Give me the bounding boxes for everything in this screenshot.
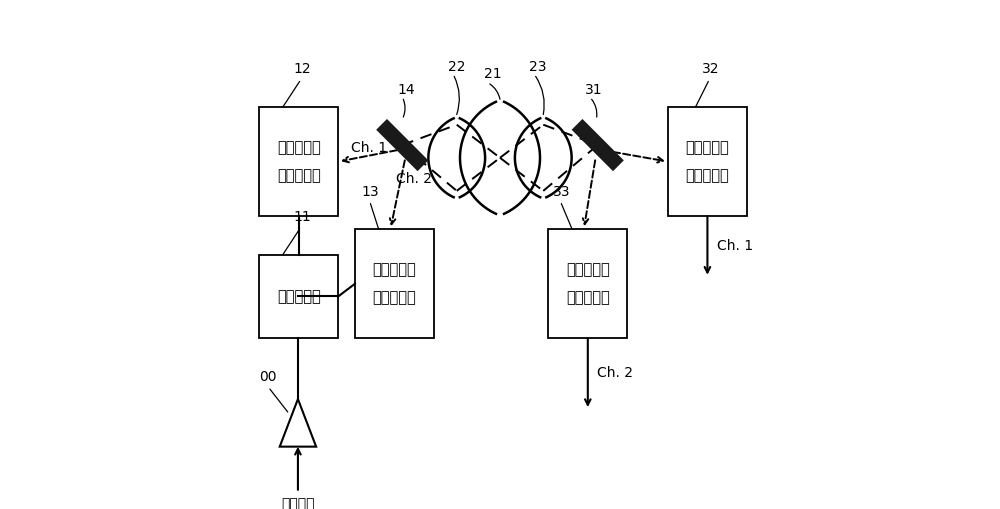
Text: 33: 33: [553, 184, 570, 199]
Bar: [548, 229, 627, 338]
Text: 13: 13: [362, 184, 379, 199]
Bar: [668, 107, 747, 216]
Text: 光纤分束器: 光纤分束器: [277, 289, 321, 304]
Text: 21: 21: [484, 67, 501, 81]
Text: 32: 32: [702, 62, 720, 76]
Text: 波生成单元: 波生成单元: [277, 168, 321, 183]
Text: 第二太赫兹: 第二太赫兹: [373, 262, 416, 277]
Text: 波生成单元: 波生成单元: [373, 291, 416, 305]
Text: Ch. 1: Ch. 1: [351, 141, 387, 155]
Text: 00: 00: [259, 370, 276, 384]
Text: 12: 12: [293, 62, 311, 76]
Text: 14: 14: [397, 82, 415, 97]
Text: 光信号源: 光信号源: [281, 498, 315, 509]
Text: 第二太赫兹: 第二太赫兹: [566, 262, 610, 277]
Bar: [259, 254, 338, 338]
Text: Ch. 2: Ch. 2: [396, 173, 432, 186]
Text: 波接收单元: 波接收单元: [566, 291, 610, 305]
Text: 22: 22: [448, 60, 465, 74]
Text: 第一太赫兹: 第一太赫兹: [686, 140, 729, 155]
Text: 23: 23: [529, 60, 547, 74]
Bar: [259, 107, 338, 216]
Text: 11: 11: [293, 210, 311, 224]
Bar: [355, 229, 434, 338]
Text: Ch. 1: Ch. 1: [717, 239, 753, 253]
Text: Ch. 2: Ch. 2: [597, 366, 633, 380]
Text: 波接收单元: 波接收单元: [686, 168, 729, 183]
Text: 第一太赫兹: 第一太赫兹: [277, 140, 321, 155]
Text: 31: 31: [585, 82, 603, 97]
